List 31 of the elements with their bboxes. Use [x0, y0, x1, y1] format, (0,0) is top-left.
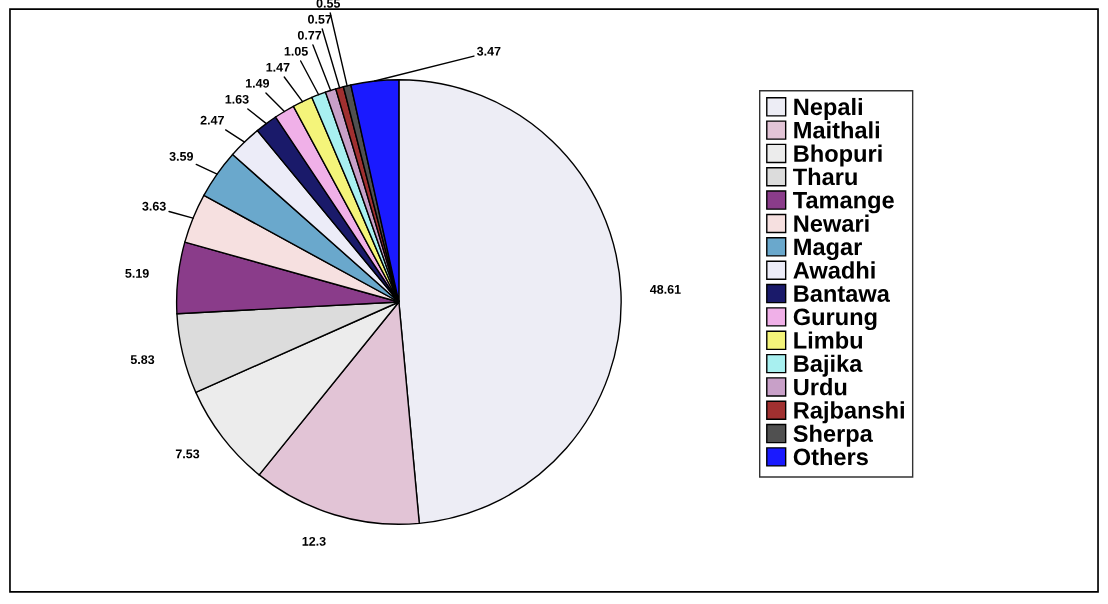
legend-label: Limbu [794, 331, 863, 349]
legend-label: Nepali [794, 97, 862, 120]
legend-label: Bajika [794, 354, 863, 377]
legend-label: Awadhi [793, 261, 875, 279]
data-label: 2.47 [200, 115, 224, 125]
data-label: 48.61 [649, 284, 681, 294]
legend-label: Gurung [793, 308, 877, 331]
data-label: 3.63 [142, 201, 166, 211]
data-label: 3.47 [476, 46, 501, 56]
legend-label: Bhopuri [794, 144, 882, 167]
legend-label: Others [793, 447, 868, 466]
data-label: 1.63 [225, 94, 249, 104]
data-label: 1.05 [284, 46, 308, 56]
legend-label: Sherpa [793, 424, 873, 447]
data-label: 3.59 [169, 151, 193, 161]
legend-label: Bantawa [794, 285, 891, 302]
data-label: 5.19 [125, 268, 149, 278]
legend-label: Urdu [794, 378, 847, 396]
legend-label: Tamange [793, 192, 894, 214]
data-label: 7.53 [175, 449, 200, 459]
data-label: 5.83 [130, 355, 155, 365]
legend-label: Newari [794, 214, 869, 232]
legend-label: Maithali [794, 121, 879, 139]
data-label: 1.49 [245, 78, 270, 88]
data-label: 0.57 [308, 14, 332, 24]
data-label: 0.77 [297, 30, 322, 40]
legend-label: Tharu [793, 167, 857, 186]
data-label: 1.47 [266, 63, 290, 72]
data-label: 12.3 [302, 536, 326, 546]
legend-label: Magar [794, 238, 862, 261]
legend-label: Rajbanshi [794, 401, 904, 424]
